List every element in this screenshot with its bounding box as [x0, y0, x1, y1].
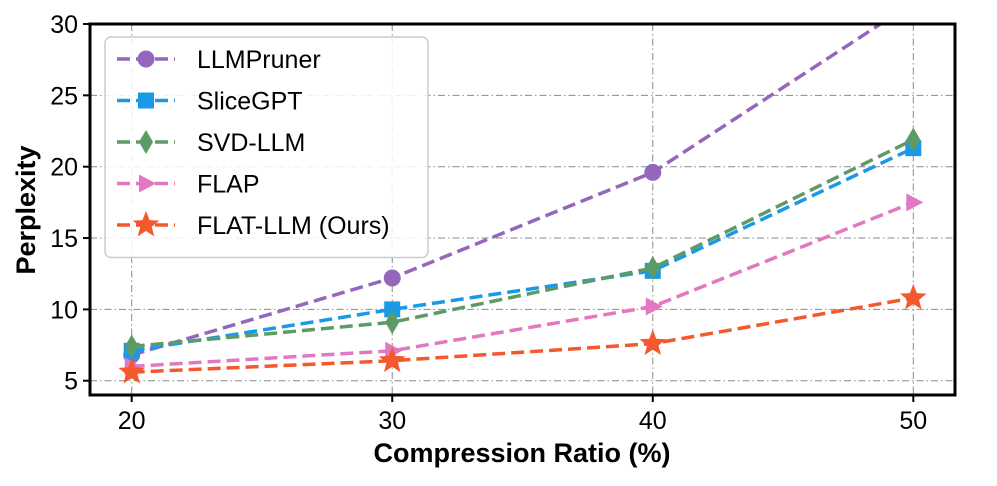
y-tick-label: 30	[50, 11, 78, 39]
x-tick-label: 30	[378, 407, 406, 435]
legend-label: LLMPruner	[197, 46, 321, 74]
data-point	[383, 269, 401, 287]
data-point	[900, 283, 927, 310]
legend-entry: LLMPruner	[117, 46, 321, 74]
legend-label: FLAT-LLM (Ours)	[197, 212, 390, 240]
data-point	[118, 358, 145, 384]
legend-entry: SliceGPT	[117, 88, 303, 116]
data-point	[384, 301, 401, 318]
legend-marker	[139, 174, 156, 193]
series-svd-llm	[124, 127, 921, 359]
legend-label: SliceGPT	[197, 88, 303, 116]
legend-box	[104, 36, 429, 259]
data-point	[645, 256, 660, 281]
legend-entry: SVD-LLM	[117, 129, 305, 157]
data-point	[906, 127, 921, 152]
legend-label: FLAP	[197, 171, 260, 199]
series-line	[131, 138, 915, 349]
data-point	[385, 310, 400, 335]
data-point	[644, 163, 662, 181]
tick-layer: 20 30 40 50 5 10 15 20 25 30	[50, 11, 927, 435]
series-line	[131, 200, 914, 369]
series-layer	[118, 0, 927, 384]
y-tick-label: 25	[50, 82, 78, 110]
x-tick-label: 40	[639, 407, 667, 435]
series-llmpruner	[123, 0, 922, 364]
legend-entry: FLAP	[117, 171, 260, 199]
series-line	[131, 296, 914, 374]
data-point	[378, 346, 406, 373]
plot-frame	[88, 22, 957, 397]
y-tick-label: 20	[50, 154, 78, 182]
y-tick-label: 15	[50, 225, 78, 253]
series-line	[131, 24, 884, 357]
legend-marker	[137, 50, 155, 68]
data-point	[124, 334, 139, 359]
data-point	[906, 193, 924, 212]
y-axis-label: Perplexity	[11, 145, 41, 274]
x-tick-label: 50	[899, 407, 927, 435]
series-flat-llm-ours	[118, 283, 927, 384]
data-point	[905, 0, 922, 11]
data-point	[639, 329, 667, 355]
legend-marker	[138, 92, 154, 109]
data-point	[645, 297, 663, 316]
legend-entry: FLAT-LLM (Ours)	[117, 211, 390, 240]
legend-marker	[139, 130, 153, 154]
y-tick-label: 10	[50, 296, 78, 324]
x-tick-label: 20	[118, 407, 146, 435]
legend: LLMPruner SliceGPT SVD-LLM FLAP FLAT-LLM (Ou…	[104, 36, 429, 259]
y-tick-label: 5	[64, 368, 78, 396]
x-axis-label: Compression Ratio (%)	[373, 438, 670, 468]
legend-marker	[132, 211, 160, 237]
legend-label: SVD-LLM	[197, 129, 305, 157]
series-line	[131, 146, 915, 353]
